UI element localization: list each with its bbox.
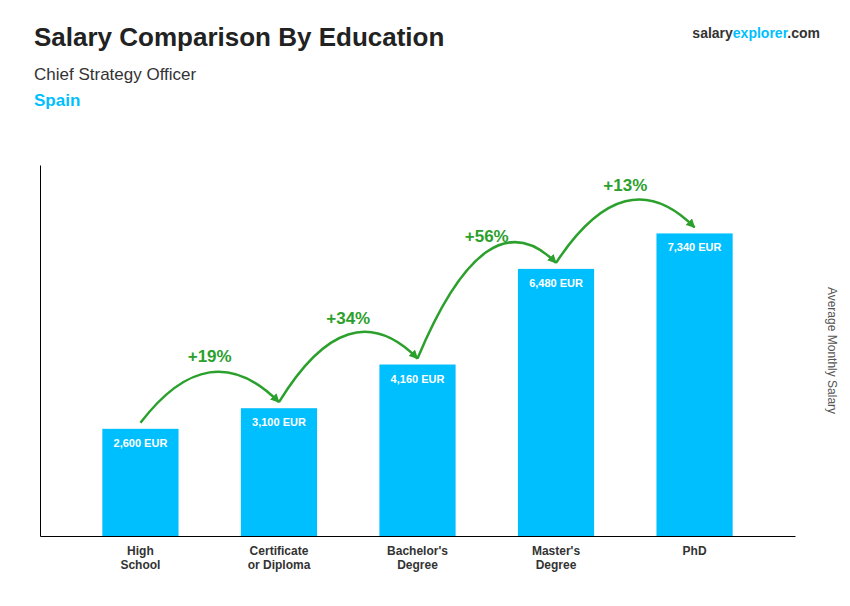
x-tick-label: HighSchool	[120, 544, 160, 572]
subtitle: Chief Strategy Officer	[34, 65, 197, 84]
value-label: 6,480 EUR	[529, 277, 583, 289]
change-arrow	[556, 200, 695, 263]
chart: Salary Comparison By Education Chief Stra…	[0, 0, 850, 606]
x-tick-label: PhD	[683, 544, 707, 558]
brand-part: salary	[692, 25, 733, 41]
country: Spain	[34, 91, 80, 110]
x-tick-label: Certificateor Diploma	[248, 544, 311, 572]
x-tick-label: Bachelor'sDegree	[387, 544, 448, 572]
change-label: +56%	[465, 227, 509, 246]
value-labels: 2,600 EUR 3,100 EUR 4,160 EUR 6,480 EUR 7,34…	[114, 241, 722, 448]
bar	[656, 233, 732, 536]
x-axis-line	[41, 536, 796, 537]
y-axis-line	[40, 166, 41, 537]
x-tick-label-line: Master's	[532, 544, 581, 558]
x-tick: PhD	[683, 536, 707, 558]
brand-part: .com	[787, 25, 820, 41]
x-tick: Master'sDegree	[532, 536, 581, 572]
x-axis: HighSchool Certificateor Diploma Bachelor'…	[41, 536, 796, 572]
x-tick-label-line: Bachelor's	[387, 544, 448, 558]
bar	[379, 365, 455, 536]
x-tick-label-line: High	[127, 544, 154, 558]
value-label: 2,600 EUR	[114, 437, 168, 449]
change-arrow	[279, 332, 418, 402]
x-tick: Bachelor'sDegree	[387, 536, 448, 572]
x-tick-label-line: Certificate	[250, 544, 309, 558]
x-tick-label-line: Degree	[397, 558, 438, 572]
value-label: 4,160 EUR	[391, 373, 445, 385]
x-tick-label-line: or Diploma	[248, 558, 311, 572]
change-annotations: +19% +34% +56% +13%	[140, 176, 694, 423]
x-tick: Certificateor Diploma	[248, 536, 311, 572]
change-arrow	[418, 242, 557, 358]
change-label: +19%	[188, 347, 232, 366]
change-label: +34%	[326, 309, 370, 328]
value-label: 7,340 EUR	[668, 241, 722, 253]
x-tick-label-line: School	[120, 558, 160, 572]
bar	[518, 269, 594, 536]
brand-part: explorer	[733, 25, 789, 41]
bar	[241, 408, 317, 536]
value-label: 3,100 EUR	[252, 416, 306, 428]
title: Salary Comparison By Education	[34, 22, 444, 52]
y-axis	[40, 166, 41, 537]
change-label: +13%	[603, 176, 647, 195]
x-tick-label-line: Degree	[536, 558, 577, 572]
change-arrow	[140, 372, 279, 423]
bar	[102, 429, 178, 536]
x-tick: HighSchool	[120, 536, 160, 572]
y-axis-title: Average Monthly Salary	[825, 287, 839, 414]
x-tick-label: Master'sDegree	[532, 544, 581, 572]
x-tick-label-line: PhD	[683, 544, 707, 558]
plot-area	[102, 233, 732, 536]
brand: salaryexplorer.com	[692, 25, 820, 41]
